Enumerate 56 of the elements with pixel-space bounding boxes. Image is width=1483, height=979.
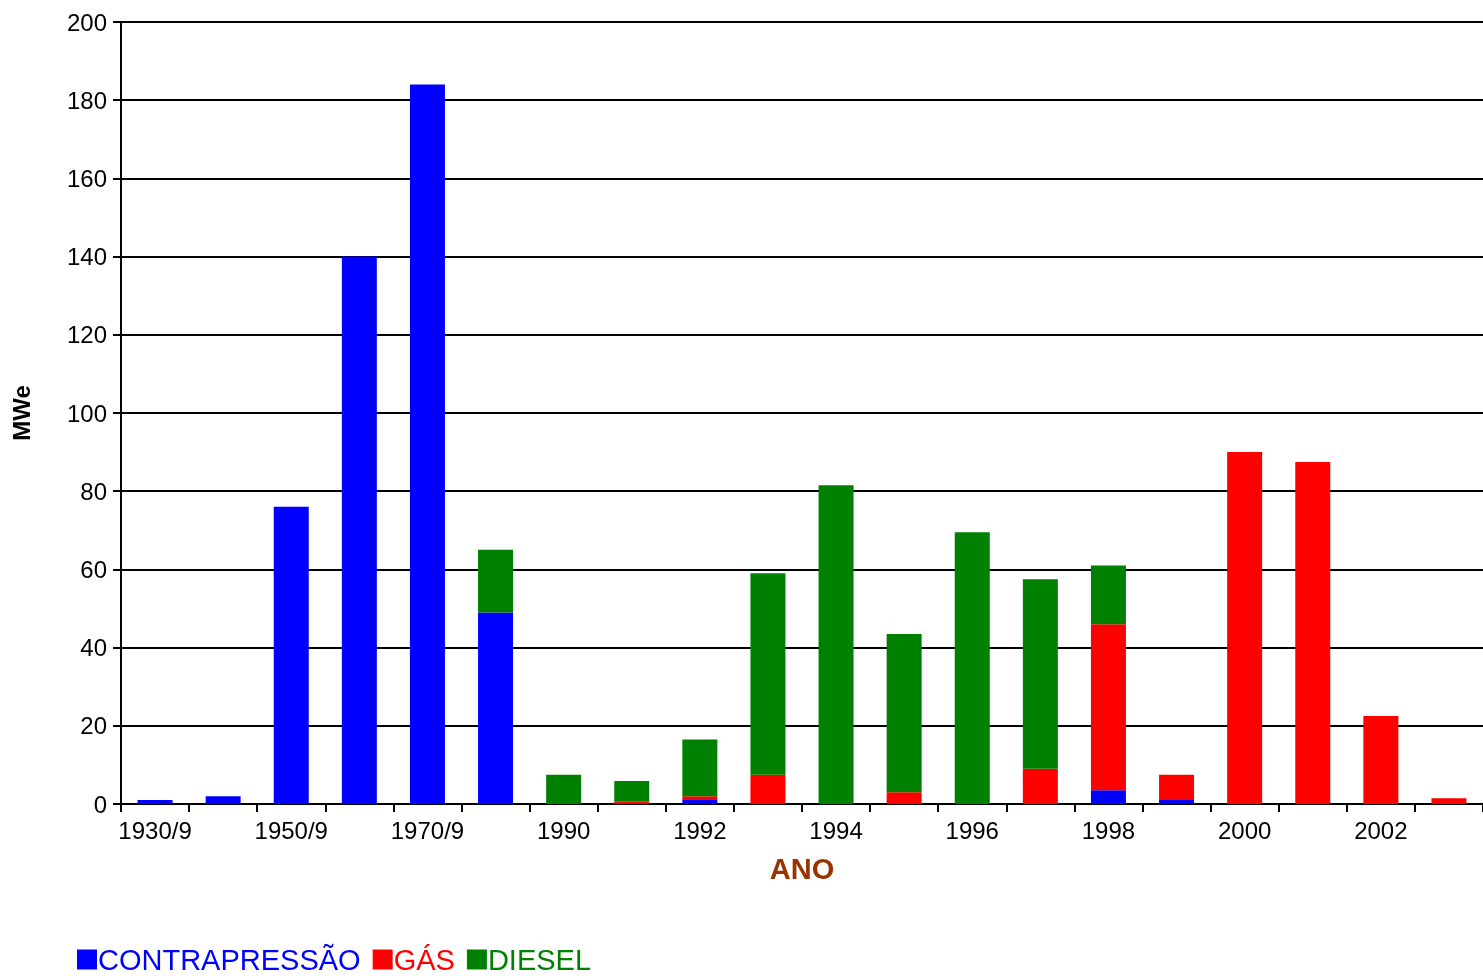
y-tick-label: 20 bbox=[80, 712, 107, 740]
y-tick-label: 40 bbox=[80, 634, 107, 662]
x-tick-label: 1992 bbox=[673, 816, 727, 844]
bar bbox=[614, 780, 650, 802]
y-tick-label: 60 bbox=[80, 555, 107, 583]
bar bbox=[1227, 452, 1263, 804]
x-tick-label: 1990 bbox=[536, 816, 591, 844]
bar bbox=[478, 612, 514, 804]
legend-label: GÁS bbox=[393, 943, 455, 976]
bar bbox=[341, 256, 377, 804]
bar bbox=[409, 84, 445, 804]
bar bbox=[1431, 798, 1467, 804]
y-tick-label: 0 bbox=[93, 790, 107, 818]
bar bbox=[546, 774, 582, 804]
bar bbox=[750, 774, 786, 804]
y-tick-label: 160 bbox=[66, 164, 107, 192]
x-tick-label: 1998 bbox=[1081, 816, 1136, 844]
bar bbox=[1159, 774, 1195, 801]
legend-label: CONTRAPRESSÃO bbox=[98, 942, 361, 976]
legend-label: DIESEL bbox=[487, 943, 592, 976]
x-tick-label: 2000 bbox=[1217, 816, 1272, 844]
x-tick-label: 1930/9 bbox=[118, 816, 192, 844]
bar bbox=[750, 573, 786, 775]
bar bbox=[614, 801, 650, 804]
bar bbox=[818, 485, 854, 804]
x-tick-label: 1950/9 bbox=[254, 816, 328, 844]
bar bbox=[1159, 800, 1195, 804]
x-tick-label: 1996 bbox=[945, 816, 999, 844]
bar bbox=[1090, 790, 1126, 804]
bar bbox=[886, 792, 922, 804]
bar bbox=[137, 800, 173, 804]
bar bbox=[886, 633, 922, 793]
y-tick-label: 80 bbox=[80, 477, 107, 505]
bar bbox=[954, 532, 990, 804]
bar bbox=[1295, 461, 1331, 804]
bar bbox=[1090, 624, 1126, 791]
bar bbox=[1363, 716, 1399, 804]
bar bbox=[1022, 579, 1058, 769]
y-tick-label: 180 bbox=[66, 86, 107, 114]
x-tick-label: 1970/9 bbox=[390, 816, 465, 844]
bar bbox=[205, 796, 241, 804]
y-tick-label: 200 bbox=[66, 8, 107, 36]
bar bbox=[478, 549, 514, 613]
y-tick-label: 140 bbox=[66, 243, 107, 271]
bar bbox=[682, 800, 718, 804]
x-tick-label: 1994 bbox=[809, 816, 863, 844]
x-tick-label: 2002 bbox=[1354, 816, 1408, 844]
bar bbox=[682, 739, 718, 797]
bar bbox=[1022, 768, 1058, 804]
y-axis-title: MWe bbox=[7, 385, 35, 441]
x-axis-title: ANO bbox=[769, 852, 835, 885]
bar bbox=[682, 796, 718, 801]
bar bbox=[273, 506, 309, 804]
bar bbox=[1090, 565, 1126, 625]
y-tick-label: 120 bbox=[66, 321, 107, 349]
y-tick-label: 100 bbox=[66, 399, 107, 427]
